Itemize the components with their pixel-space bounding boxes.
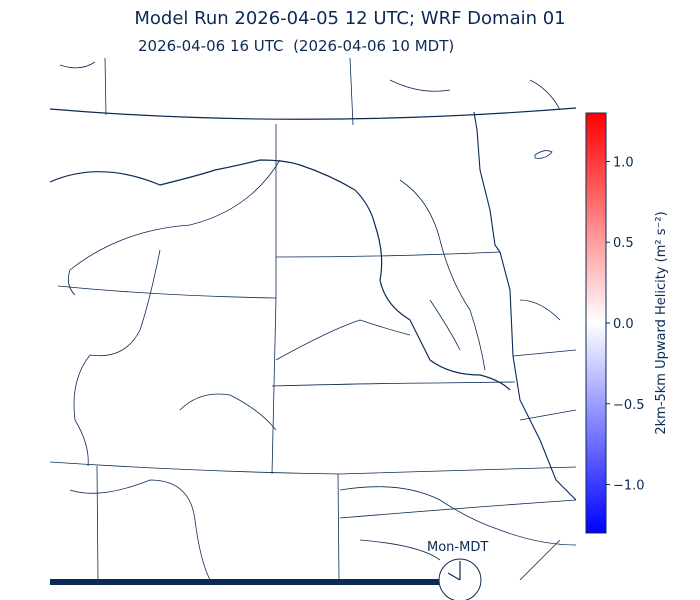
timezone-label: Mon-MDT: [427, 540, 489, 555]
map-panel: [50, 58, 576, 580]
colorbar-tick-label: −0.5: [613, 398, 645, 413]
river: [275, 319, 411, 361]
valid-time-subtitle: 2026-04-06 16 UTC (2026-04-06 10 MDT): [138, 37, 455, 55]
colorbar-tick-label: 0.5: [613, 236, 634, 251]
colorbar-label: 2km-5km Upward Helicity (m² s⁻²): [654, 211, 669, 434]
river: [69, 479, 211, 580]
colorbar-tick-label: −1.0: [613, 479, 645, 494]
timeline: [50, 558, 482, 600]
river: [339, 486, 576, 546]
river: [359, 539, 441, 561]
river: [519, 299, 561, 321]
state-border: [275, 251, 501, 258]
river: [519, 539, 561, 580]
river: [429, 299, 461, 351]
state-border: [349, 58, 354, 126]
river: [73, 249, 161, 467]
colorbar-tick-label: 0.0: [613, 317, 634, 332]
timeline-progress-bar: [50, 579, 440, 585]
map-title: Model Run 2026-04-05 12 UTC; WRF Domain …: [134, 8, 566, 29]
state-border: [104, 58, 107, 116]
state-border: [512, 349, 576, 357]
river: [50, 159, 511, 391]
state-border: [271, 381, 516, 387]
state-border: [519, 409, 576, 421]
state-border: [271, 124, 277, 475]
state-border: [96, 465, 99, 580]
river: [179, 393, 277, 431]
state-border: [50, 461, 576, 475]
state-border: [337, 473, 340, 580]
colorbar: 1.0 0.5 0.0 −0.5 −1.0 2km-5km Upward Helicit…: [585, 112, 669, 534]
lake: [534, 150, 553, 159]
state-border: [473, 111, 576, 501]
colorbar-tick-label: 1.0: [613, 155, 634, 170]
clock-icon: [438, 558, 482, 600]
colorbar-gradient: [585, 112, 607, 534]
river: [399, 179, 486, 371]
river: [67, 159, 281, 296]
state-border: [57, 285, 277, 299]
river: [389, 79, 451, 92]
state-border: [339, 499, 576, 519]
river: [529, 79, 561, 111]
country-border: [50, 107, 576, 120]
river: [59, 61, 96, 69]
